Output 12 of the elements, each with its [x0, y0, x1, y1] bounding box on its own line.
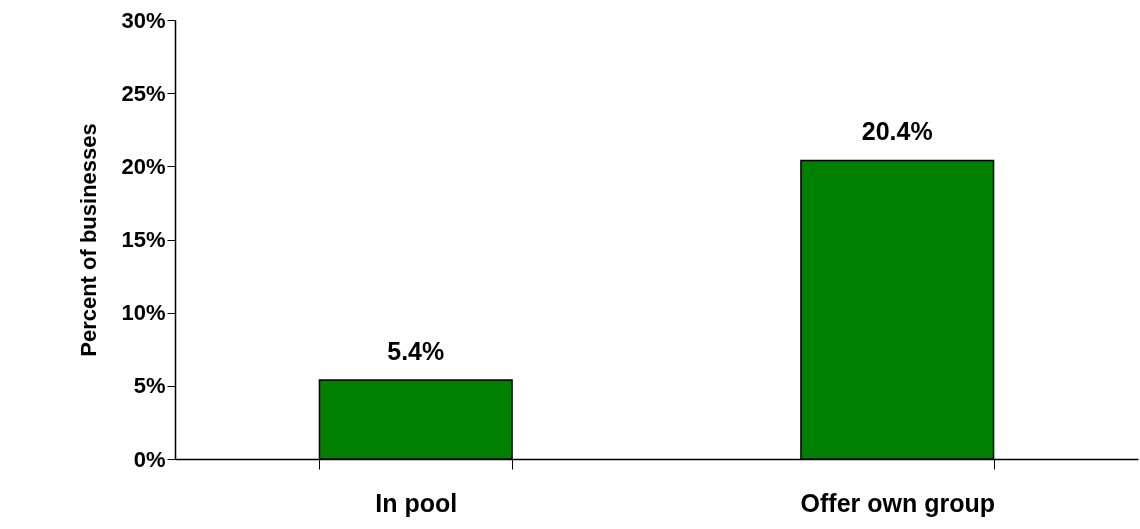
y-tick-label: 0%: [133, 446, 166, 472]
y-tick-label: 20%: [121, 153, 166, 179]
y-axis-title: Percent of businesses: [76, 123, 102, 357]
x-tick-label: Offer own group: [800, 488, 995, 517]
y-tick-label: 25%: [121, 80, 166, 106]
y-tick-label: 10%: [121, 300, 166, 326]
y-tick-label: 30%: [121, 7, 166, 33]
y-tick-label: 5%: [133, 373, 166, 399]
data-label: 20.4%: [861, 117, 933, 146]
data-label: 5.4%: [387, 336, 445, 365]
y-tick-label: 15%: [121, 227, 166, 252]
x-tick-label: In pool: [375, 488, 458, 517]
